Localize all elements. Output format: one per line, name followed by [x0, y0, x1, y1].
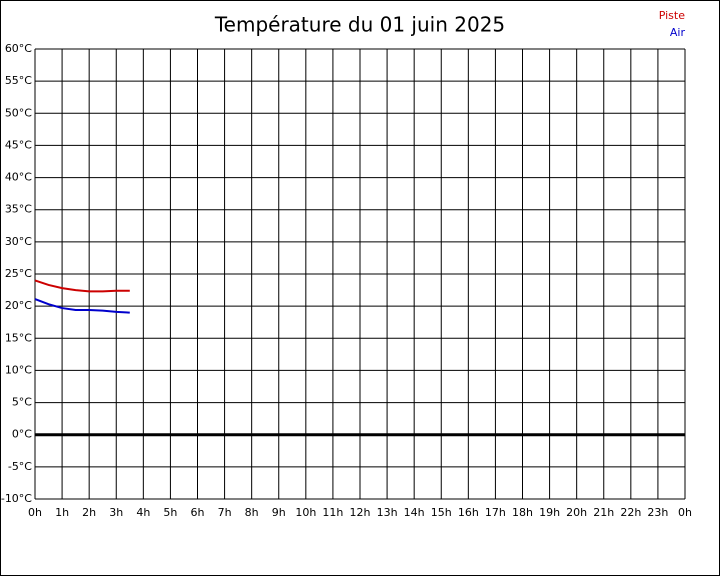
x-tick-label: 2h: [82, 506, 96, 519]
x-tick-label: 18h: [512, 506, 533, 519]
x-tick-label: 12h: [350, 506, 371, 519]
y-tick-label: 0°C: [12, 428, 32, 441]
x-tick-label: 20h: [566, 506, 587, 519]
x-tick-label: 15h: [431, 506, 452, 519]
y-tick-label: -5°C: [8, 460, 32, 473]
x-tick-label: 0h: [678, 506, 692, 519]
y-tick-label: 60°C: [5, 42, 32, 55]
chart-title: Température du 01 juin 2025: [214, 13, 505, 37]
x-tick-label: 14h: [404, 506, 425, 519]
x-tick-label: 3h: [109, 506, 123, 519]
x-tick-label: 0h: [28, 506, 42, 519]
x-tick-label: 19h: [539, 506, 560, 519]
x-tick-label: 17h: [485, 506, 506, 519]
y-tick-label: 5°C: [12, 396, 32, 409]
x-tick-label: 22h: [620, 506, 641, 519]
y-tick-label: 55°C: [5, 74, 32, 87]
y-tick-label: 45°C: [5, 138, 32, 151]
series-line: [34, 279, 130, 293]
series-line: [34, 298, 130, 314]
y-tick-label: 35°C: [5, 203, 32, 216]
x-tick-label: 10h: [295, 506, 316, 519]
x-tick-label: 1h: [55, 506, 69, 519]
x-tick-label: 13h: [377, 506, 398, 519]
x-tick-label: 23h: [647, 506, 668, 519]
y-tick-label: 30°C: [5, 235, 32, 248]
x-tick-label: 4h: [136, 506, 150, 519]
x-tick-label: 7h: [218, 506, 232, 519]
y-tick-label: -10°C: [1, 492, 32, 505]
legend-entry: Air: [670, 26, 686, 39]
y-tick-label: 40°C: [5, 171, 32, 184]
x-tick-label: 21h: [593, 506, 614, 519]
x-tick-label: 8h: [245, 506, 259, 519]
x-tick-label: 16h: [458, 506, 479, 519]
x-tick-label: 5h: [163, 506, 177, 519]
y-tick-label: 50°C: [5, 106, 32, 119]
y-tick-label: 15°C: [5, 331, 32, 344]
y-tick-label: 20°C: [5, 299, 32, 312]
x-tick-label: 6h: [191, 506, 205, 519]
y-tick-label: 10°C: [5, 363, 32, 376]
x-tick-label: 9h: [272, 506, 286, 519]
legend-entry: Piste: [659, 9, 685, 22]
y-tick-label: 25°C: [5, 267, 32, 280]
x-tick-label: 11h: [322, 506, 343, 519]
